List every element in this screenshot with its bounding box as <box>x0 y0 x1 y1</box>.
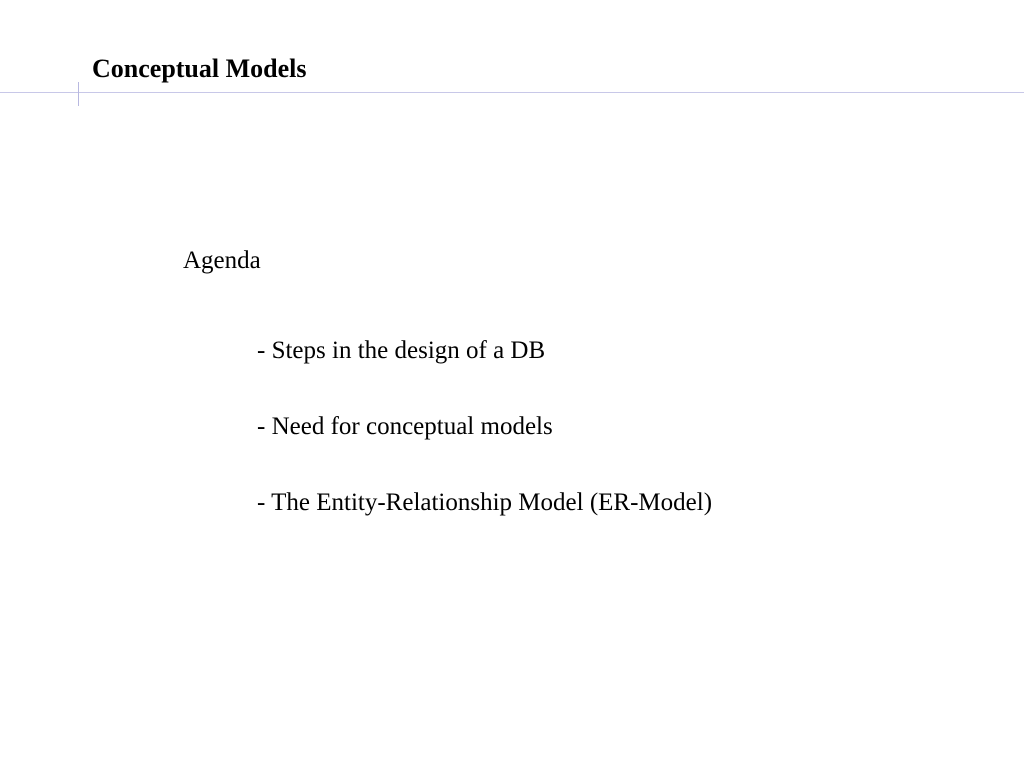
slide-content: Agenda - Steps in the design of a DB - N… <box>0 93 1024 517</box>
agenda-heading: Agenda <box>183 247 1024 275</box>
bullet-item: - The Entity-Relationship Model (ER-Mode… <box>257 489 1024 517</box>
slide-title: Conceptual Models <box>0 54 1024 92</box>
bullet-item: - Need for conceptual models <box>257 413 1024 441</box>
bullet-item: - Steps in the design of a DB <box>257 337 1024 365</box>
divider-line <box>0 92 1024 93</box>
slide-header: Conceptual Models <box>0 0 1024 93</box>
bullet-list: - Steps in the design of a DB - Need for… <box>183 337 1024 517</box>
divider-tick <box>78 82 79 106</box>
